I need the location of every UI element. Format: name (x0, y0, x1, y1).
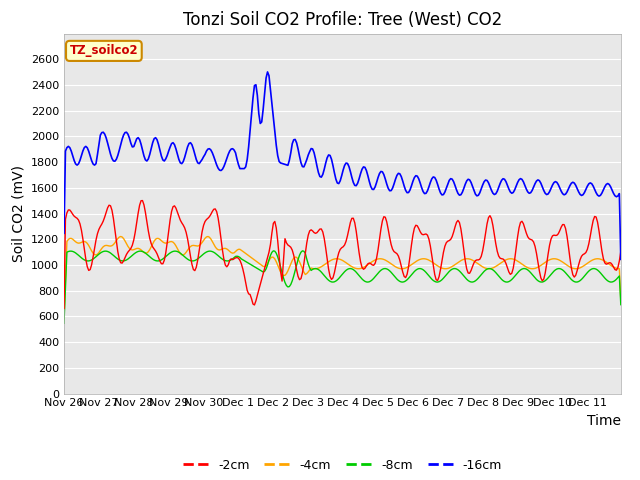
Title: Tonzi Soil CO2 Profile: Tree (West) CO2: Tonzi Soil CO2 Profile: Tree (West) CO2 (183, 11, 502, 29)
Text: TZ_soilco2: TZ_soilco2 (70, 44, 138, 58)
X-axis label: Time: Time (587, 414, 621, 428)
Legend: -2cm, -4cm, -8cm, -16cm: -2cm, -4cm, -8cm, -16cm (178, 454, 507, 477)
Y-axis label: Soil CO2 (mV): Soil CO2 (mV) (12, 165, 26, 262)
